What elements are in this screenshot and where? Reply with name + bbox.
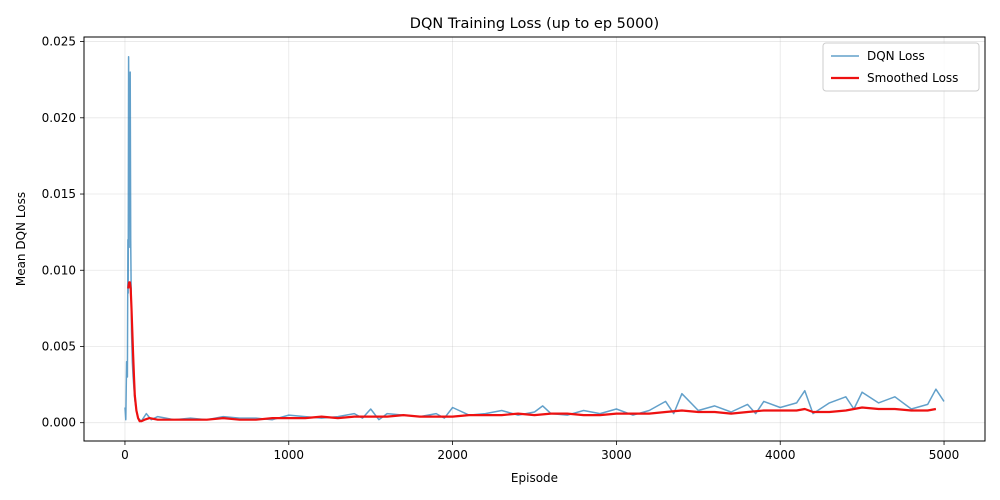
smoothed-loss-line — [127, 281, 937, 423]
series-layer — [124, 56, 945, 423]
y-tick-label: 0.025 — [42, 35, 76, 49]
y-tick-label: 0.005 — [42, 339, 76, 353]
chart-title: DQN Training Loss (up to ep 5000) — [410, 16, 659, 32]
legend-box — [822, 42, 980, 92]
grid-lines — [84, 37, 985, 441]
y-axis-label: Mean DQN Loss — [14, 192, 28, 286]
x-tick-label: 4000 — [765, 448, 796, 462]
x-tick-label: 0 — [121, 448, 129, 462]
y-tick-label: 0.015 — [42, 187, 76, 201]
x-tick-label: 3000 — [601, 448, 632, 462]
legend-label-smoothed-loss: Smoothed Loss — [867, 71, 958, 85]
legend: DQN Loss Smoothed Loss — [822, 42, 980, 92]
x-tick-label: 1000 — [273, 448, 304, 462]
legend-label-dqn-loss: DQN Loss — [867, 49, 925, 63]
y-tick-label: 0.010 — [42, 263, 76, 277]
x-axis-label: Episode — [511, 471, 558, 485]
x-tick-label: 2000 — [437, 448, 468, 462]
y-tick-label: 0.000 — [42, 416, 76, 430]
plot-frame — [83, 36, 986, 442]
x-tick-label: 5000 — [929, 448, 960, 462]
y-tick-label: 0.020 — [42, 111, 76, 125]
y-axis-ticks: 0.000 0.005 0.010 0.015 0.020 0.025 — [42, 35, 84, 430]
x-axis-ticks: 0 1000 2000 3000 4000 5000 — [121, 441, 959, 462]
